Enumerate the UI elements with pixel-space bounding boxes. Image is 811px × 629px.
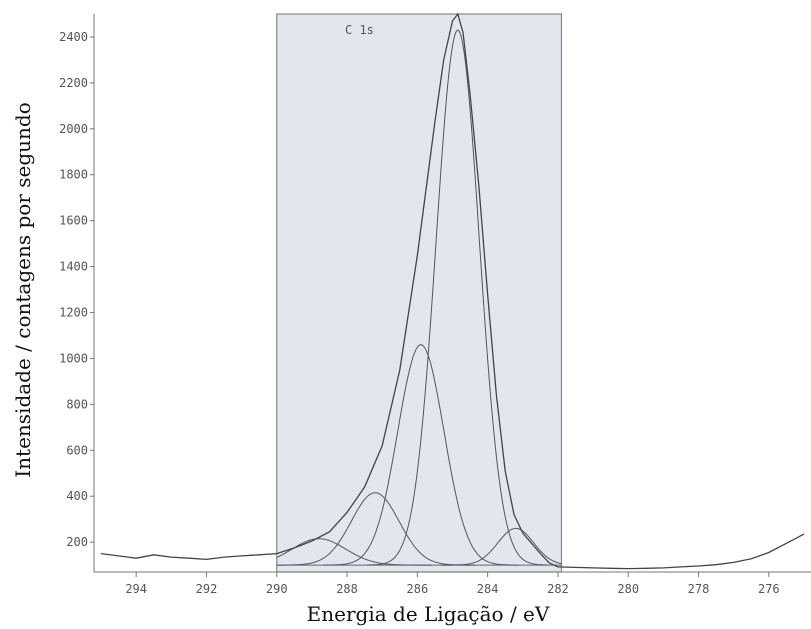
region-shade (276, 13, 563, 573)
component-peak-4 (276, 538, 432, 566)
x-tick-label: 276 (758, 582, 780, 596)
y-axis-label: Intensidade / contagens por segundo (11, 102, 35, 478)
y-tick-label: 2200 (59, 76, 88, 90)
component-peak-2 (323, 344, 518, 566)
y-tick-label: 1400 (59, 260, 88, 274)
series-layer (100, 12, 805, 570)
x-tick-label: 286 (407, 582, 429, 596)
y-tick-label: 400 (66, 489, 88, 503)
y-tick-label: 1600 (59, 214, 88, 228)
x-tick-label: 290 (266, 582, 288, 596)
axes: 200 400 600 800 1000 1200 1400 1600 1800 2000 2200… (59, 14, 811, 596)
x-tick-label: 292 (196, 582, 218, 596)
y-tick-label: 1800 (59, 168, 88, 182)
x-tick-label: 284 (477, 582, 499, 596)
y-tick-label: 1000 (59, 351, 88, 365)
y-tick-label: 800 (66, 397, 88, 411)
component-peak-1 (366, 29, 549, 566)
y-tick-label: 2400 (59, 30, 88, 44)
component-peak-5 (440, 527, 562, 566)
x-tick-label: 280 (617, 582, 639, 596)
x-tick-label: 282 (547, 582, 569, 596)
x-tick-label: 294 (125, 582, 147, 596)
x-axis-label: Energia de Ligação / eV (307, 602, 550, 626)
spectrum-line (100, 12, 805, 570)
plot-area (276, 13, 563, 573)
component-peak-3 (276, 492, 476, 566)
x-tick-label: 278 (688, 582, 710, 596)
y-tick-label: 600 (66, 443, 88, 457)
y-tick-label: 2000 (59, 122, 88, 136)
region-label: C 1s (345, 23, 374, 37)
x-tick-label: 288 (336, 582, 358, 596)
y-tick-label: 200 (66, 535, 88, 549)
y-tick-label: 1200 (59, 306, 88, 320)
